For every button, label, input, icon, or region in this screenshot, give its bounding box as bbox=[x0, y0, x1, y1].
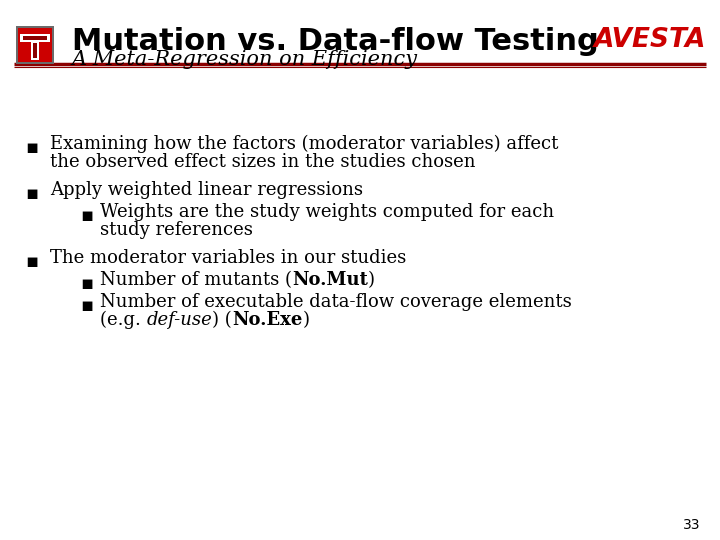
Text: Apply weighted linear regressions: Apply weighted linear regressions bbox=[50, 181, 363, 199]
Text: A Meta-Regression on Efficiency: A Meta-Regression on Efficiency bbox=[72, 50, 418, 69]
Text: ▪: ▪ bbox=[25, 252, 38, 271]
Text: No.Mut: No.Mut bbox=[292, 271, 368, 289]
Text: the observed effect sizes in the studies chosen: the observed effect sizes in the studies… bbox=[50, 153, 475, 171]
FancyBboxPatch shape bbox=[22, 36, 48, 40]
Text: Weights are the study weights computed for each: Weights are the study weights computed f… bbox=[100, 203, 554, 221]
Text: AVESTA: AVESTA bbox=[593, 27, 706, 53]
Text: ): ) bbox=[368, 271, 375, 289]
Text: ▪: ▪ bbox=[80, 296, 94, 315]
Text: 33: 33 bbox=[683, 518, 700, 532]
Text: Number of executable data-flow coverage elements: Number of executable data-flow coverage … bbox=[100, 293, 572, 311]
FancyBboxPatch shape bbox=[18, 28, 52, 62]
FancyBboxPatch shape bbox=[20, 34, 50, 42]
Text: ) (: ) ( bbox=[212, 311, 232, 329]
Text: ▪: ▪ bbox=[80, 206, 94, 225]
Text: Examining how the factors (moderator variables) affect: Examining how the factors (moderator var… bbox=[50, 135, 559, 153]
Text: ): ) bbox=[302, 311, 310, 329]
Text: No.Exe: No.Exe bbox=[232, 311, 302, 329]
Text: Mutation vs. Data-flow Testing: Mutation vs. Data-flow Testing bbox=[72, 27, 599, 56]
Text: Number of mutants (: Number of mutants ( bbox=[100, 271, 292, 289]
Text: ▪: ▪ bbox=[25, 138, 38, 157]
Text: def-use: def-use bbox=[147, 311, 212, 329]
Text: study references: study references bbox=[100, 221, 253, 239]
Text: The moderator variables in our studies: The moderator variables in our studies bbox=[50, 249, 406, 267]
Text: (e.g.: (e.g. bbox=[100, 311, 147, 329]
Text: ▪: ▪ bbox=[25, 184, 38, 202]
Text: ▪: ▪ bbox=[80, 274, 94, 293]
FancyBboxPatch shape bbox=[32, 43, 37, 58]
FancyBboxPatch shape bbox=[16, 26, 54, 64]
FancyBboxPatch shape bbox=[31, 40, 39, 60]
